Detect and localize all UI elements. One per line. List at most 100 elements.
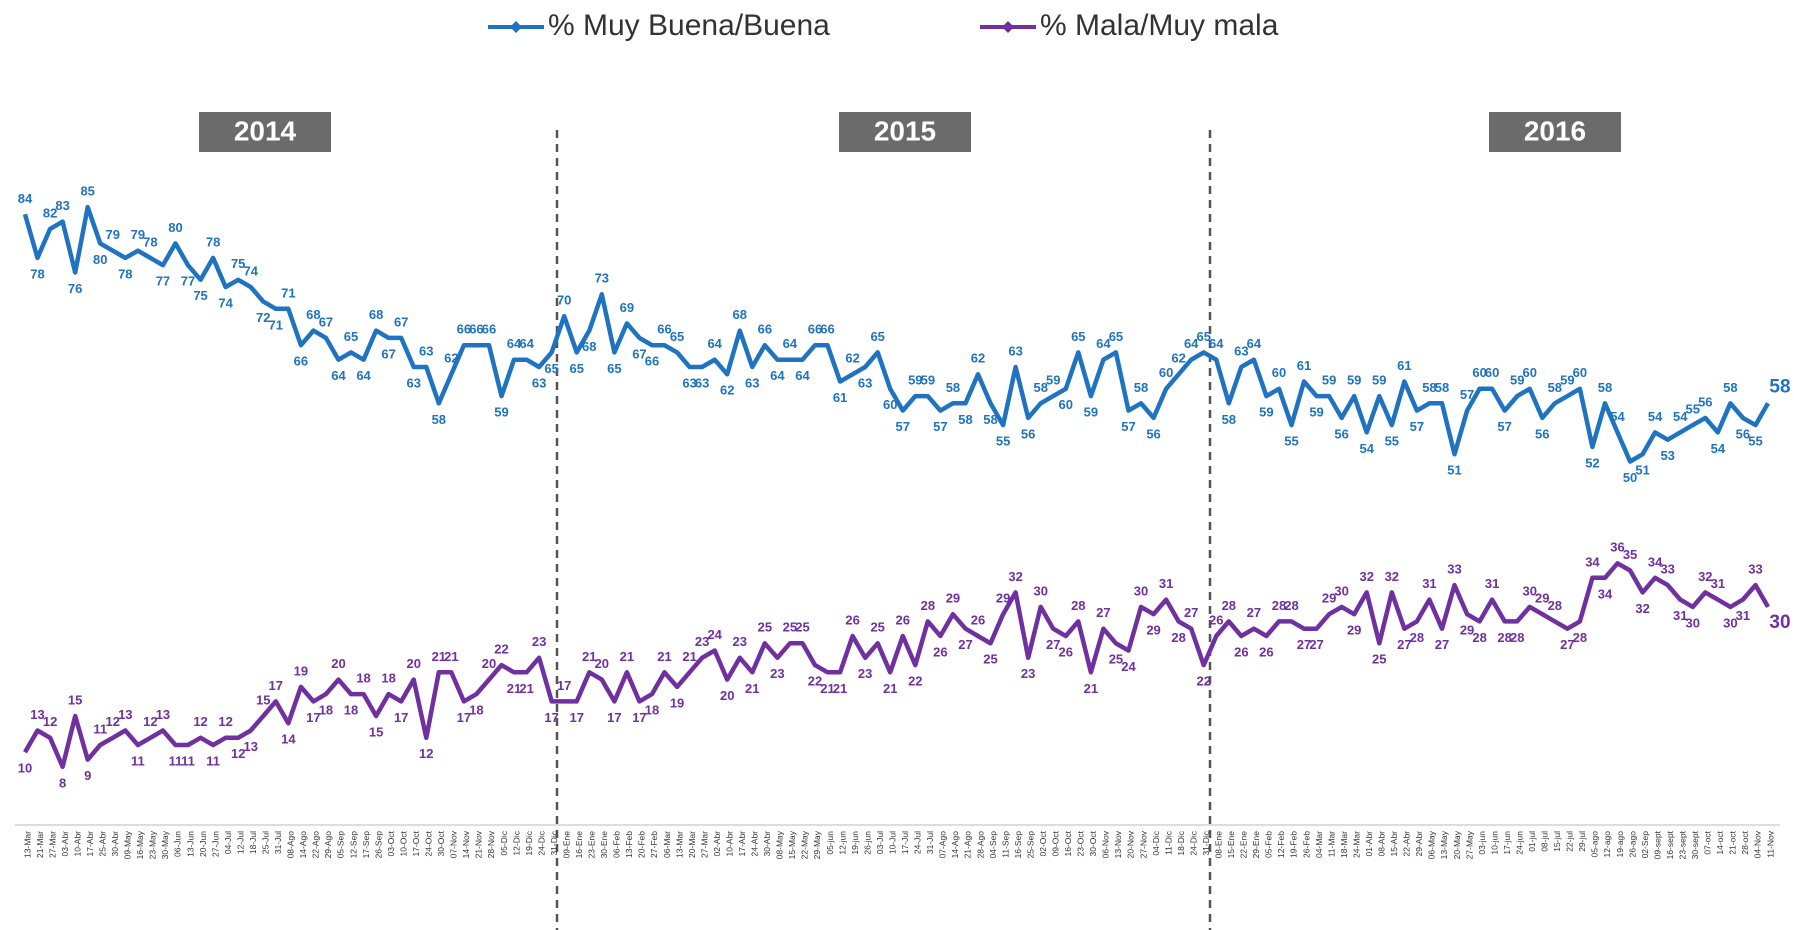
data-label: 21 [1084, 681, 1098, 696]
data-label: 56 [1698, 394, 1712, 409]
data-label: 17 [394, 710, 408, 725]
data-label: 36 [1610, 540, 1624, 555]
data-label: 68 [582, 339, 596, 354]
data-label: 64 [795, 368, 810, 383]
x-tick-label: 14-Ago [950, 831, 960, 859]
data-label: 60 [1523, 365, 1537, 380]
x-tick-label: 06-Mar [662, 831, 672, 858]
data-label: 70 [557, 293, 571, 308]
data-label: 60 [1059, 397, 1073, 412]
data-label: 12 [193, 714, 207, 729]
x-tick-label: 11-Dic [1163, 830, 1173, 855]
data-label: 23 [770, 666, 784, 681]
data-label: 31 [1673, 608, 1687, 623]
data-label: 35 [1623, 547, 1637, 562]
series-line [22, 204, 1770, 464]
data-label: 77 [181, 274, 195, 289]
x-tick-label: 23-May [148, 830, 158, 859]
data-label: 83 [55, 198, 69, 213]
data-label: 65 [544, 361, 558, 376]
data-label: 66 [645, 354, 659, 369]
data-label: 29 [996, 591, 1010, 606]
data-label: 23 [733, 634, 747, 649]
data-label: 17 [457, 710, 471, 725]
data-label: 64 [783, 336, 798, 351]
data-label: 66 [657, 322, 671, 337]
data-label: 55 [1284, 434, 1298, 449]
x-tick-label: 05-ago [1590, 831, 1600, 858]
data-label: 62 [720, 383, 734, 398]
data-label: 58 [1723, 380, 1737, 395]
data-label: 26 [1234, 644, 1248, 659]
x-tick-label: 16-May [135, 830, 145, 859]
data-label: 57 [1497, 419, 1511, 434]
x-tick-label: 27-Nov [1138, 830, 1148, 858]
data-label: 23 [1021, 666, 1035, 681]
x-tick-label: 22-Abr [1402, 831, 1412, 857]
x-tick-label: 21-Ago [963, 831, 973, 859]
x-tick-label: 11-Mar [1326, 831, 1336, 857]
x-tick-label: 22-Ago [311, 831, 321, 859]
data-label: 58 [1422, 380, 1436, 395]
x-tick-label: 12-Feb [1276, 831, 1286, 858]
data-label: 67 [381, 346, 395, 361]
x-tick-label: 06-Jun [173, 831, 183, 857]
data-label: 21 [582, 649, 596, 664]
data-label: 65 [1071, 329, 1085, 344]
x-tick-label: 19-Dic [524, 830, 534, 855]
data-label: 30 [1134, 583, 1148, 598]
x-tick-label: 01-jul [1527, 831, 1537, 852]
x-tick-label: 24-Mar [1351, 831, 1361, 858]
data-label: 13 [118, 707, 132, 722]
data-label: 21 [444, 649, 458, 664]
year-box [839, 112, 971, 152]
x-tick-label: 09-May [123, 830, 133, 859]
data-label: 66 [469, 322, 483, 337]
x-tick-label: 02-Sep [1640, 831, 1650, 859]
x-tick-label: 05-jun [825, 831, 835, 855]
data-label: 21 [432, 649, 446, 664]
data-label: 25 [983, 652, 997, 667]
x-tick-label: 04-Jul [223, 831, 233, 854]
data-label: 28 [1472, 630, 1486, 645]
data-label: 76 [68, 281, 82, 296]
data-label: 11 [181, 753, 195, 768]
x-tick-label: 12-Dic [511, 830, 521, 855]
data-label: 71 [281, 285, 295, 300]
x-tick-label: 02-Abr [712, 831, 722, 857]
data-label: 33 [1660, 562, 1674, 577]
x-tick-label: 28-Nov [486, 830, 496, 858]
x-tick-label: 28-oct [1740, 830, 1750, 854]
data-label: 54 [1673, 409, 1688, 424]
data-label: 29 [1460, 623, 1474, 638]
data-label: 12 [231, 746, 245, 761]
data-label: 21 [657, 649, 671, 664]
data-label: 64 [519, 336, 534, 351]
data-label: 18 [381, 671, 395, 686]
x-tick-label: 15-May [787, 830, 797, 859]
x-tick-label: 03-Oct [386, 830, 396, 856]
data-label: 57 [933, 419, 947, 434]
x-tick-label: 18-Jul [248, 831, 258, 854]
data-label: 51 [1447, 463, 1461, 478]
data-label: 54 [1610, 409, 1625, 424]
data-label: 84 [18, 191, 33, 206]
data-label: 59 [1322, 373, 1336, 388]
data-label: 30 [1769, 612, 1790, 633]
data-label: 32 [1359, 569, 1373, 584]
x-tick-label: 13-Feb [624, 831, 634, 858]
data-label: 26 [1259, 644, 1273, 659]
data-label: 63 [1234, 343, 1248, 358]
x-tick-label: 19-Feb [1289, 831, 1299, 858]
data-label: 12 [143, 714, 157, 729]
x-tick-label: 24-Dic [1188, 830, 1198, 855]
x-tick-label: 09-sept [1652, 830, 1662, 859]
x-tick-label: 14-oct [1715, 830, 1725, 854]
x-tick-label: 21-Mar [35, 831, 45, 858]
data-label: 57 [1121, 419, 1135, 434]
data-label: 33 [1447, 562, 1461, 577]
data-label: 63 [858, 375, 872, 390]
data-label: 78 [143, 234, 157, 249]
data-label: 75 [231, 256, 245, 271]
